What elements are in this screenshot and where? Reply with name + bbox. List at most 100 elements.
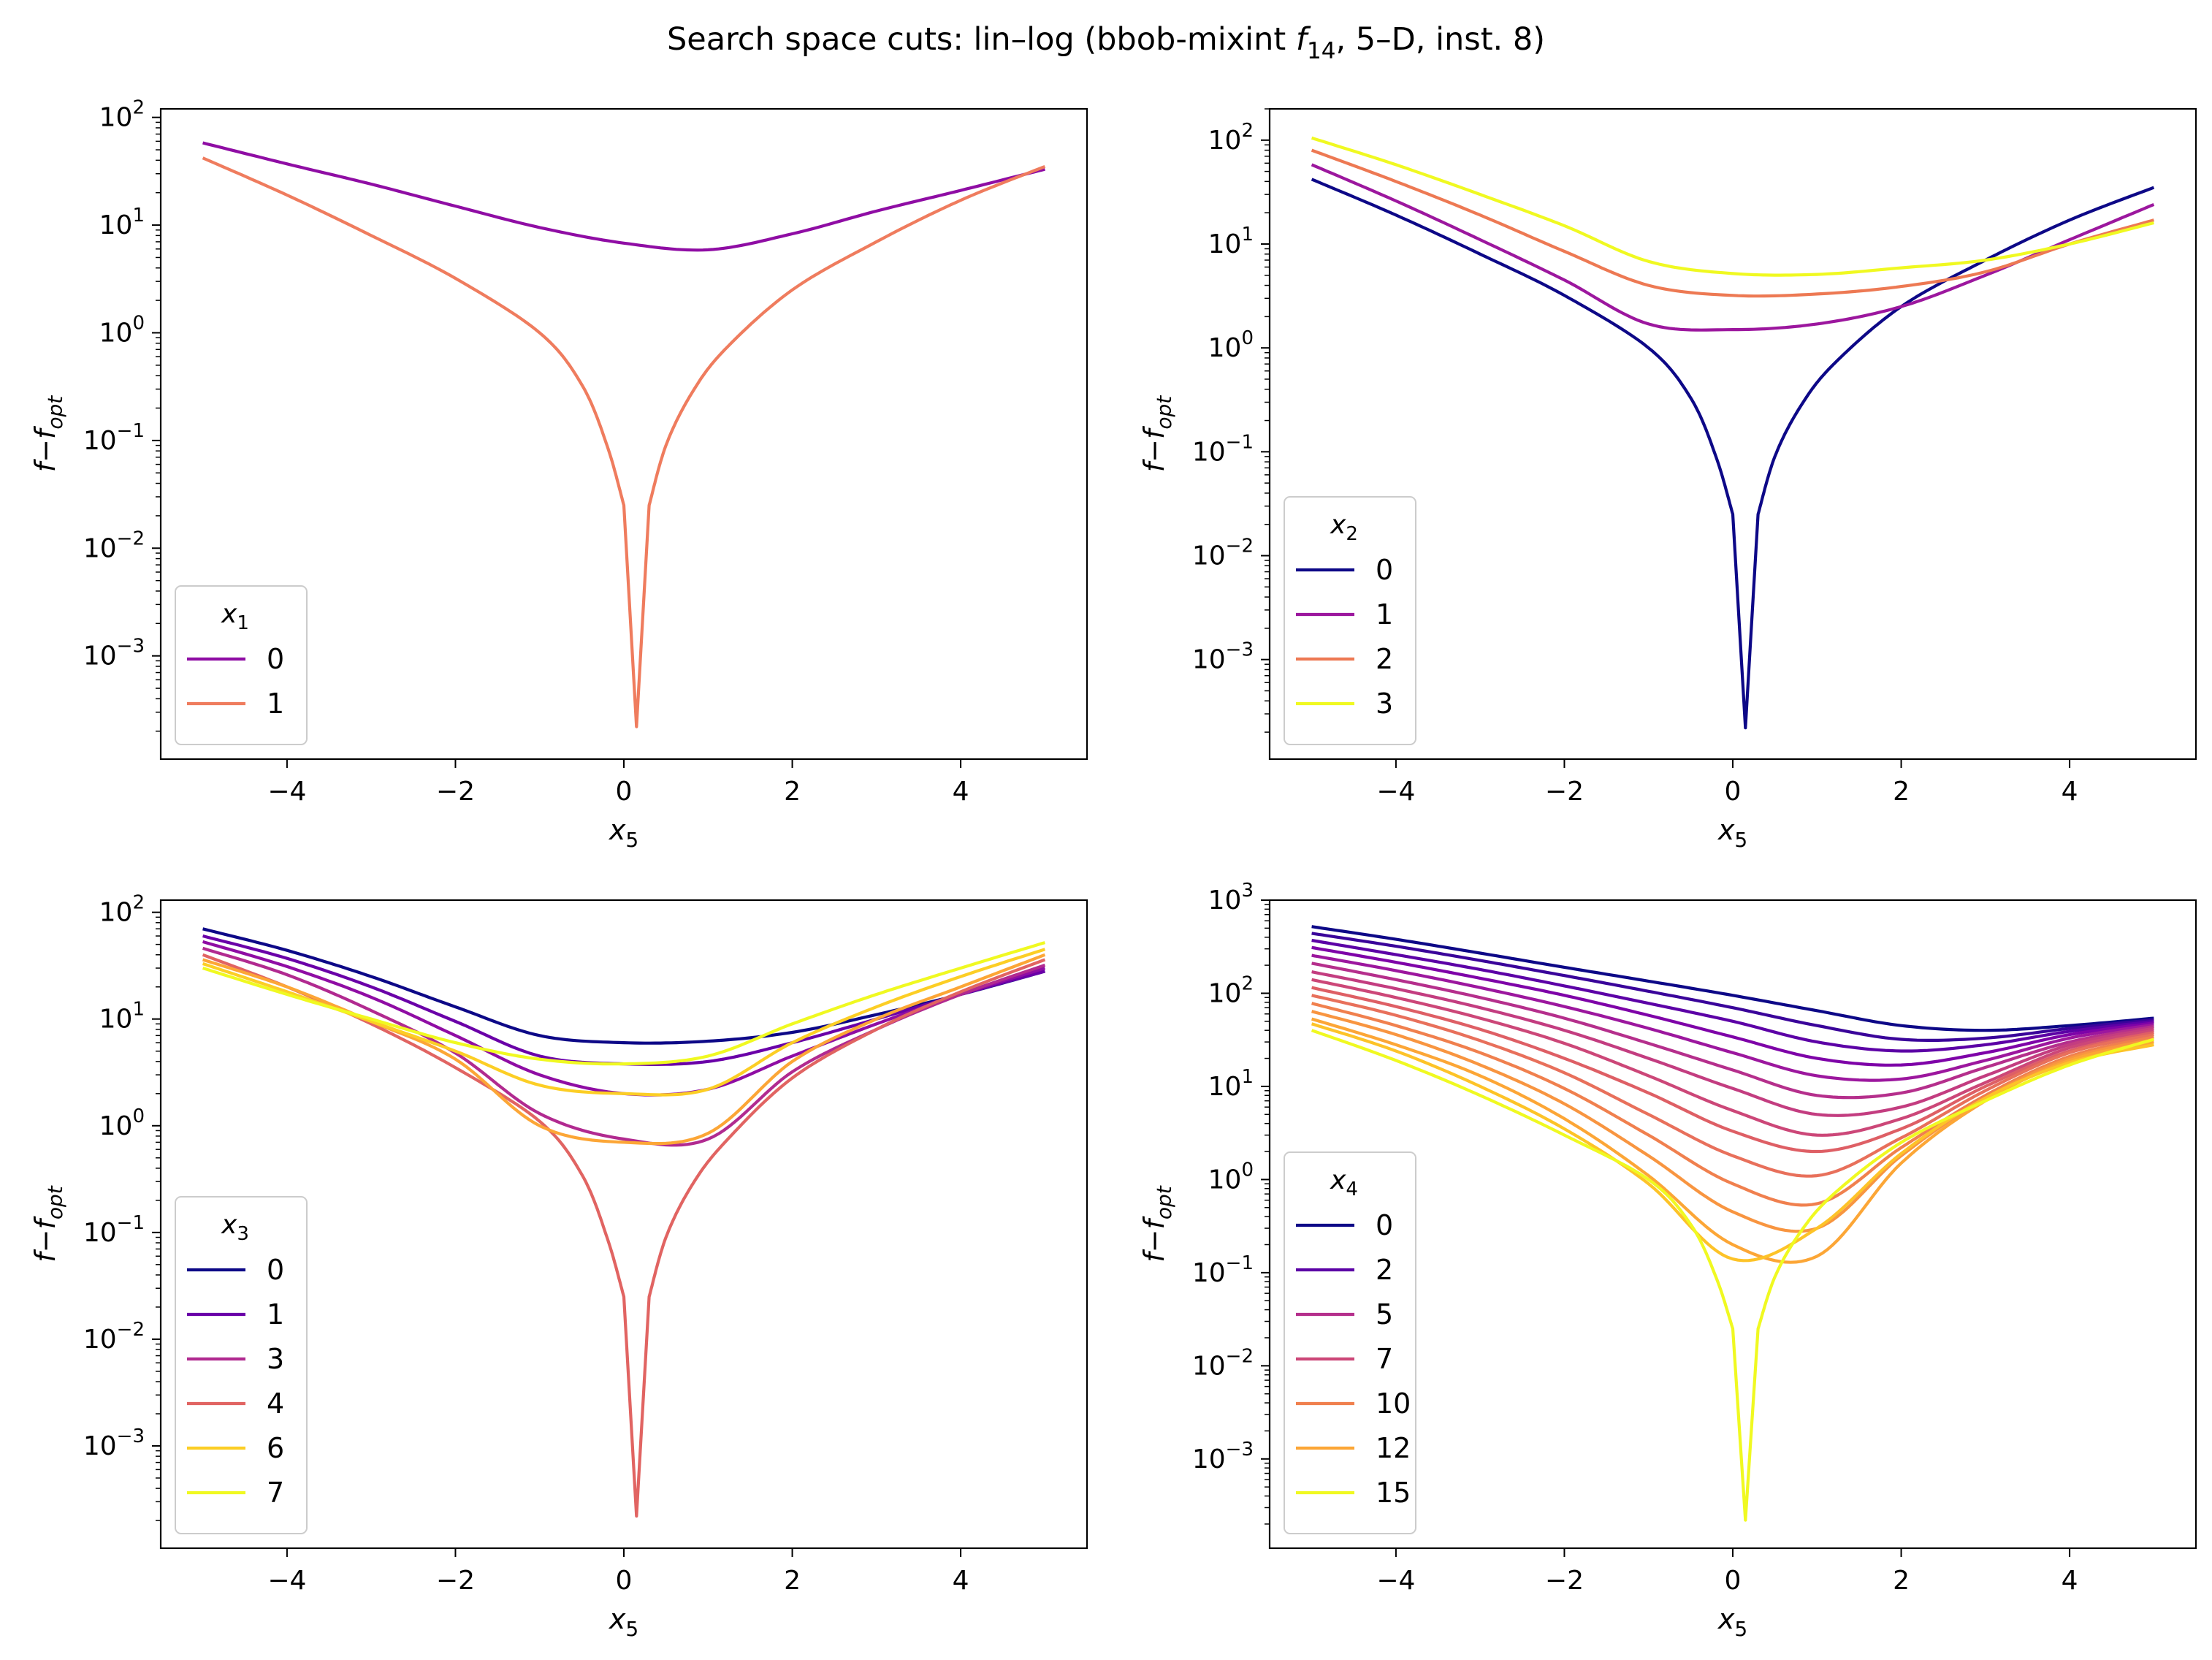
figure-title: Search space cuts: lin–log (bbob-mixint …	[667, 21, 1545, 64]
x-tick-label: 4	[2062, 1566, 2078, 1596]
legend-entry: 4	[267, 1387, 284, 1420]
x-tick-label: −2	[1545, 1566, 1584, 1596]
plot-area	[1311, 925, 2154, 1522]
y-tick-label: 102	[99, 97, 145, 133]
legend-entry: 1	[267, 688, 284, 720]
y-tick-label: 101	[99, 999, 145, 1035]
y-tick-label: 10−2	[83, 1319, 145, 1355]
legend-box	[175, 585, 308, 745]
legend-entry: 7	[1376, 1343, 1393, 1375]
x-tick-label: 4	[2062, 777, 2078, 807]
series-line	[202, 941, 1045, 1066]
x-tick-label: 0	[616, 777, 633, 807]
legend: x4 0 2 5 7 10 12 15	[1284, 1151, 1416, 1534]
legend: x3 0 1 3 4 6 7	[175, 1196, 308, 1534]
y-tick-label: 10−3	[83, 636, 145, 671]
x-tick-label: 2	[784, 777, 801, 807]
legend-entry: 0	[1376, 1209, 1393, 1241]
y-tick-label: 100	[99, 1105, 145, 1141]
x-tick-label: 0	[616, 1566, 633, 1596]
legend-title: x2	[1330, 510, 1358, 545]
series-line	[1311, 953, 2154, 1082]
y-tick-label: 10−1	[83, 1212, 145, 1248]
legend-entry: 6	[267, 1432, 284, 1464]
legend-title: x4	[1330, 1165, 1358, 1200]
legend-entry: 3	[1376, 688, 1393, 720]
x-tick-label: −4	[1376, 777, 1415, 807]
y-tick-label: 10−3	[1192, 639, 1254, 675]
series-line	[1311, 945, 2154, 1067]
legend-box	[175, 1196, 308, 1534]
legend: x2 0 1 2 3	[1284, 496, 1416, 745]
plot-area	[202, 141, 1046, 728]
legend-box	[1284, 496, 1416, 745]
y-tick-label: 102	[99, 892, 145, 928]
legend-entry: 10	[1376, 1387, 1411, 1420]
series-line	[202, 953, 1046, 1518]
y-tick-label: 101	[1208, 1066, 1254, 1102]
series-line	[1311, 994, 2154, 1178]
plot-area	[202, 927, 1046, 1518]
y-tick-label: 101	[99, 205, 145, 240]
y-tick-label: 103	[1208, 880, 1254, 915]
legend-entry: 0	[1376, 554, 1393, 586]
panel-top-right: −4 −2 0 2 4 10−3 10−2 10−1 100 101 102 x5 f−fopt x2 0 1…	[1138, 107, 2197, 852]
panel-bottom-right: −4 −2 0 2 410−310−210−1100101102103x5f−foptx…	[1138, 880, 2197, 1641]
x-tick-label: 2	[1893, 1566, 1910, 1596]
x-tick-label: 2	[784, 1566, 801, 1596]
legend-entry: 3	[267, 1343, 284, 1375]
x-tick-label: −4	[267, 777, 306, 807]
x-axis-label: x5	[1717, 814, 1747, 852]
y-tick-label: 100	[1208, 327, 1254, 363]
x-axis-label: x5	[1717, 1603, 1747, 1641]
legend-title: x3	[221, 1210, 249, 1245]
x-tick-label: −4	[1376, 1566, 1415, 1596]
y-axis-label: f−fopt	[1138, 1185, 1176, 1263]
series-line	[1311, 178, 2155, 730]
series-line	[1311, 1029, 2154, 1522]
legend-entry: 2	[1376, 643, 1393, 675]
legend-entry: 7	[267, 1477, 284, 1509]
series-line	[202, 156, 1046, 728]
y-tick-label: 102	[1208, 972, 1254, 1008]
series-line	[202, 953, 1046, 1146]
legend-entry: 12	[1376, 1432, 1411, 1464]
x-tick-label: −2	[436, 777, 475, 807]
y-tick-label: 10−1	[1192, 431, 1254, 467]
legend-title: x1	[221, 599, 249, 634]
x-tick-label: −4	[267, 1566, 306, 1596]
series-line	[1311, 962, 2154, 1100]
series-line	[1311, 938, 2154, 1053]
y-tick-label: 10−3	[83, 1425, 145, 1461]
legend-entry: 0	[267, 1254, 284, 1286]
y-tick-label: 10−2	[1192, 1345, 1254, 1381]
series-line	[1311, 136, 2154, 277]
series-line	[1311, 986, 2154, 1154]
panel-top-left: −4 −2 0 2 4 10−3 10−2 10−1 100 101 102 x5 f−fopt x1 0 1	[29, 97, 1088, 852]
x-tick-label: −2	[1545, 777, 1584, 807]
legend-entry: 1	[267, 1298, 284, 1330]
legend-entry: 2	[1376, 1254, 1393, 1286]
series-line	[1311, 970, 2154, 1117]
y-axis-label: f−fopt	[1138, 395, 1176, 473]
y-tick-label: 10−2	[83, 528, 145, 563]
panel-bottom-left: −4 −2 0 2 4 10−3 10−2 10−1 100 101 102 x5 f−fopt x3 0 1…	[29, 892, 1088, 1641]
y-tick-label: 10−2	[1192, 536, 1254, 571]
series-line	[1311, 1002, 2154, 1207]
y-tick-label: 102	[1208, 120, 1254, 156]
legend-entry: 1	[1376, 598, 1393, 631]
y-tick-label: 100	[99, 312, 145, 348]
legend-entry: 5	[1376, 1298, 1393, 1330]
x-tick-label: 0	[1725, 1566, 1742, 1596]
legend-entry: 0	[267, 643, 284, 675]
series-line	[1311, 932, 2154, 1042]
y-tick-label: 10−1	[1192, 1252, 1254, 1288]
series-line	[1311, 148, 2154, 298]
x-tick-label: 4	[953, 777, 969, 807]
series-line	[1311, 925, 2154, 1032]
x-tick-label: −2	[436, 1566, 475, 1596]
series-line	[1311, 978, 2154, 1137]
x-axis-label: x5	[609, 1603, 638, 1641]
